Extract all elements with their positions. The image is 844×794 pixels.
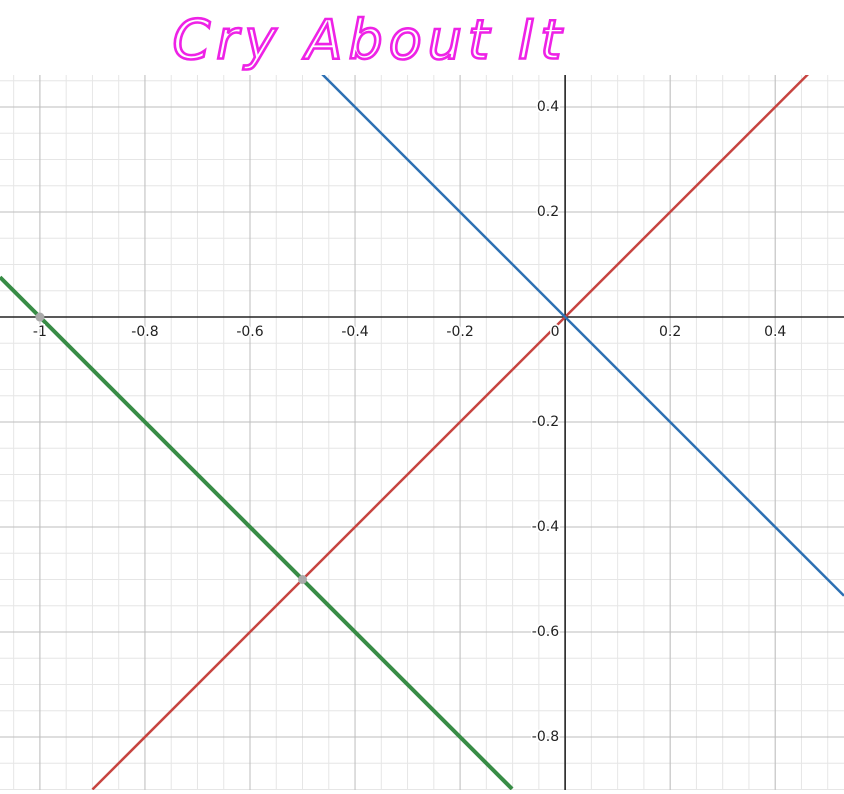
series-line [321,75,844,597]
y-tick-label: 0.2 [537,204,559,220]
y-tick-label: -0.8 [532,729,559,745]
point [298,574,308,584]
plot-lines [0,75,844,790]
x-tick-label: -0.8 [131,324,158,340]
axes [0,75,844,790]
x-tick-label: 0.2 [659,324,681,340]
major-grid [0,75,844,790]
chart-title: Cry About It [173,9,568,72]
y-tick-label: 0.4 [537,99,559,115]
tick-labels: -1 -0.8 -0.6 -0.4 -0.2 0 0.2 0.4 -0.8 -0.6 -0.4 -0.… [31,98,787,747]
series-line [0,275,514,790]
y-tick-label: -0.2 [532,414,559,430]
x-tick-label: -0.6 [236,324,263,340]
minor-grid [0,75,844,790]
x-tick-label: -1 [33,324,47,340]
x-tick-label: 0 [551,324,560,340]
y-tick-label: -0.4 [532,519,559,535]
point [35,312,45,322]
series-line [91,75,810,790]
x-tick-label: -0.2 [446,324,473,340]
y-tick-label: -0.6 [532,624,559,640]
x-tick-label: 0.4 [764,324,786,340]
x-tick-label: -0.4 [341,324,368,340]
